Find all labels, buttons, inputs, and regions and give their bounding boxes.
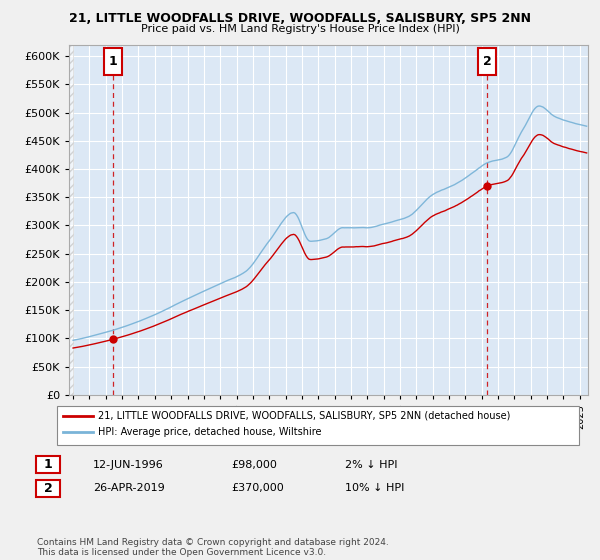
Text: 21, LITTLE WOODFALLS DRIVE, WOODFALLS, SALISBURY, SP5 2NN (detached house): 21, LITTLE WOODFALLS DRIVE, WOODFALLS, S… <box>98 410 510 421</box>
Text: Price paid vs. HM Land Registry's House Price Index (HPI): Price paid vs. HM Land Registry's House … <box>140 24 460 34</box>
Text: 1: 1 <box>109 55 118 68</box>
Text: 12-JUN-1996: 12-JUN-1996 <box>93 460 164 470</box>
Text: 21, LITTLE WOODFALLS DRIVE, WOODFALLS, SALISBURY, SP5 2NN: 21, LITTLE WOODFALLS DRIVE, WOODFALLS, S… <box>69 12 531 25</box>
Text: Contains HM Land Registry data © Crown copyright and database right 2024.
This d: Contains HM Land Registry data © Crown c… <box>37 538 389 557</box>
Polygon shape <box>69 45 73 395</box>
Text: 2: 2 <box>482 55 491 68</box>
Text: 10% ↓ HPI: 10% ↓ HPI <box>345 483 404 493</box>
Text: 26-APR-2019: 26-APR-2019 <box>93 483 165 493</box>
FancyBboxPatch shape <box>104 48 122 74</box>
FancyBboxPatch shape <box>478 48 496 74</box>
Text: 1: 1 <box>44 458 52 472</box>
Text: HPI: Average price, detached house, Wiltshire: HPI: Average price, detached house, Wilt… <box>98 427 322 437</box>
Text: £370,000: £370,000 <box>231 483 284 493</box>
Text: 2: 2 <box>44 482 52 495</box>
Text: 2% ↓ HPI: 2% ↓ HPI <box>345 460 398 470</box>
Text: £98,000: £98,000 <box>231 460 277 470</box>
